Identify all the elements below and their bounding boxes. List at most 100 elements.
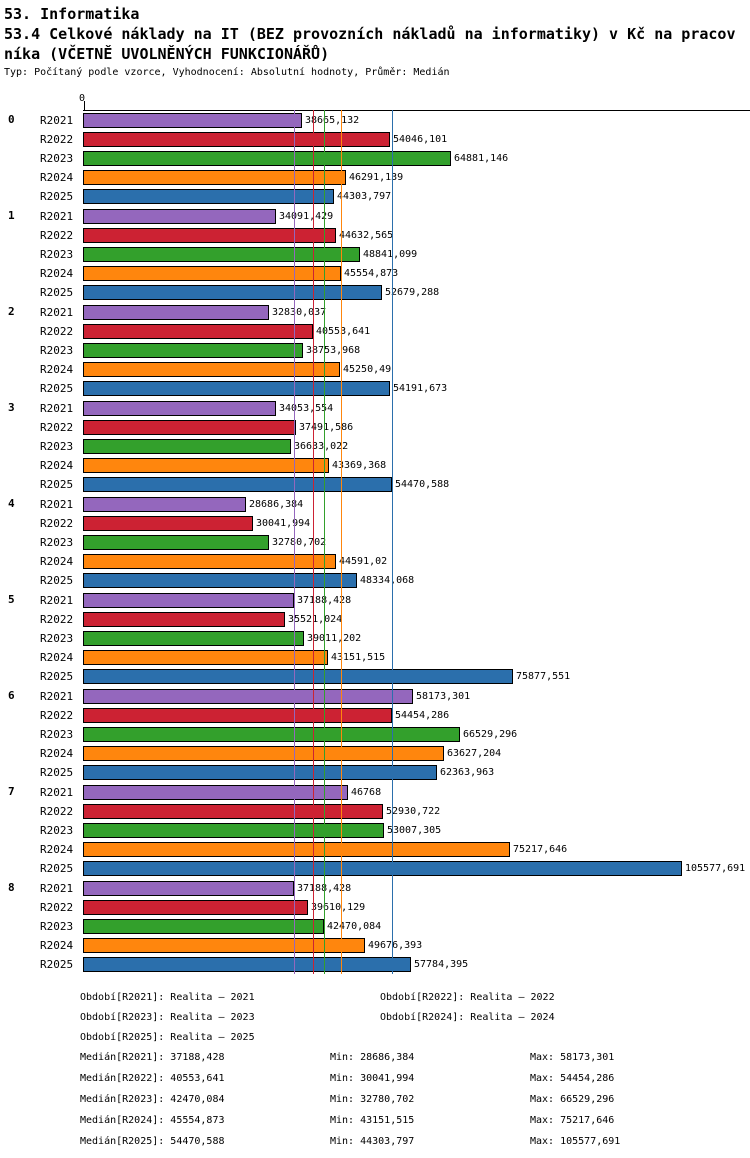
group-label: 1 — [8, 209, 15, 222]
series-label-R2021: R2021 — [40, 210, 74, 223]
bar-R2023 — [83, 247, 360, 262]
bar-value-label: 38753,968 — [306, 345, 361, 356]
bar-R2025 — [83, 285, 382, 300]
bar-R2025 — [83, 765, 437, 780]
bar-row: 8 R2021 37188,428 — [0, 879, 750, 898]
series-label-R2023: R2023 — [40, 920, 74, 933]
bar-row: 5 R2021 37188,428 — [0, 591, 750, 610]
bar-R2025 — [83, 669, 513, 684]
series-label-R2021: R2021 — [40, 786, 74, 799]
stat-max: Max: 75217,646 — [530, 1115, 615, 1126]
axis-zero-label: 0 — [79, 93, 86, 104]
group-label: 2 — [8, 305, 15, 318]
series-label-R2021: R2021 — [40, 402, 74, 415]
bar-row: 7 R2021 46768 — [0, 783, 750, 802]
legend-entry: Období[R2022]: Realita – 2022 — [380, 992, 555, 1003]
group-label: 6 — [8, 689, 15, 702]
axis-line — [83, 110, 750, 111]
bar-R2021 — [83, 305, 269, 320]
bar-value-label: 37491,586 — [299, 422, 354, 433]
axis-tick — [84, 101, 85, 110]
series-label-R2022: R2022 — [40, 613, 74, 626]
series-label-R2021: R2021 — [40, 306, 74, 319]
bar-row: R2025 54191,673 — [0, 379, 750, 398]
series-label-R2025: R2025 — [40, 670, 74, 683]
series-label-R2023: R2023 — [40, 152, 74, 165]
bar-row: 0 R2021 38665,132 — [0, 111, 750, 130]
stat-median: Medián[R2023]: 42470,084 — [80, 1094, 225, 1105]
bar-row: R2022 30041,994 — [0, 514, 750, 533]
stat-median: Medián[R2025]: 54470,588 — [80, 1136, 225, 1147]
series-label-R2022: R2022 — [40, 517, 74, 530]
bar-value-label: 54046,101 — [393, 134, 448, 145]
bar-row: R2025 62363,963 — [0, 763, 750, 782]
stat-max: Max: 58173,301 — [530, 1052, 615, 1063]
bar-row: R2024 49676,393 — [0, 936, 750, 955]
bar-row: R2024 44591,02 — [0, 552, 750, 571]
bar-row: R2025 105577,691 — [0, 859, 750, 878]
bar-row: R2025 44303,797 — [0, 187, 750, 206]
bar-R2022 — [83, 132, 390, 147]
bar-value-label: 75877,551 — [516, 671, 571, 682]
chart-title-line-3: níka (VČETNĚ UVOLNĚNÝCH FUNKCIONÁŘŮ) — [4, 45, 330, 63]
bar-R2023 — [83, 727, 460, 742]
series-label-R2024: R2024 — [40, 267, 74, 280]
bar-R2022 — [83, 420, 296, 435]
bar-value-label: 64881,146 — [454, 153, 509, 164]
bar-R2023 — [83, 439, 291, 454]
bar-row: 4 R2021 28686,384 — [0, 495, 750, 514]
bar-row: R2024 43369,368 — [0, 456, 750, 475]
bar-value-label: 45554,873 — [344, 268, 399, 279]
bar-row: R2022 54454,286 — [0, 706, 750, 725]
series-label-R2021: R2021 — [40, 498, 74, 511]
series-label-R2022: R2022 — [40, 325, 74, 338]
bar-R2025 — [83, 861, 682, 876]
bar-row: R2024 75217,646 — [0, 840, 750, 859]
bar-R2024 — [83, 266, 341, 281]
bar-row: 2 R2021 32830,037 — [0, 303, 750, 322]
bar-R2022 — [83, 900, 308, 915]
bar-R2022 — [83, 516, 253, 531]
bar-value-label: 58173,301 — [416, 691, 471, 702]
series-label-R2024: R2024 — [40, 363, 74, 376]
series-label-R2025: R2025 — [40, 478, 74, 491]
series-label-R2022: R2022 — [40, 709, 74, 722]
bar-R2021 — [83, 593, 294, 608]
group-label: 0 — [8, 113, 15, 126]
series-label-R2023: R2023 — [40, 344, 74, 357]
bar-value-label: 53007,305 — [387, 825, 442, 836]
chart-title-line-1: 53. Informatika — [4, 5, 140, 23]
bar-row: R2024 45554,873 — [0, 264, 750, 283]
bar-row: R2025 48334,068 — [0, 571, 750, 590]
bar-group-2: 2 R2021 32830,037 R2022 40553,641 R2023 38753,… — [0, 303, 750, 398]
bar-R2023 — [83, 919, 324, 934]
series-label-R2025: R2025 — [40, 286, 74, 299]
bar-group-8: 8 R2021 37188,428 R2022 39610,129 R2023 42470,… — [0, 879, 750, 974]
bar-value-label: 30041,994 — [256, 518, 311, 529]
bar-row: 3 R2021 34053,554 — [0, 399, 750, 418]
bar-value-label: 32780,702 — [272, 537, 327, 548]
series-label-R2024: R2024 — [40, 555, 74, 568]
bar-R2024 — [83, 170, 346, 185]
stat-min: Min: 32780,702 — [330, 1094, 415, 1105]
series-label-R2024: R2024 — [40, 843, 74, 856]
series-label-R2021: R2021 — [40, 882, 74, 895]
bar-R2024 — [83, 842, 510, 857]
series-label-R2023: R2023 — [40, 728, 74, 741]
stat-min: Min: 44303,797 — [330, 1136, 415, 1147]
group-label: 8 — [8, 881, 15, 894]
group-label: 5 — [8, 593, 15, 606]
bar-value-label: 48334,068 — [360, 575, 415, 586]
series-label-R2024: R2024 — [40, 651, 74, 664]
series-label-R2024: R2024 — [40, 939, 74, 952]
series-label-R2022: R2022 — [40, 901, 74, 914]
bar-R2024 — [83, 938, 365, 953]
series-label-R2021: R2021 — [40, 114, 74, 127]
bar-value-label: 37188,428 — [297, 883, 352, 894]
bar-value-label: 52930,722 — [386, 806, 441, 817]
bar-R2025 — [83, 957, 411, 972]
bar-R2025 — [83, 381, 390, 396]
series-label-R2025: R2025 — [40, 862, 74, 875]
bar-value-label: 48841,099 — [363, 249, 418, 260]
bar-value-label: 36633,022 — [294, 441, 349, 452]
